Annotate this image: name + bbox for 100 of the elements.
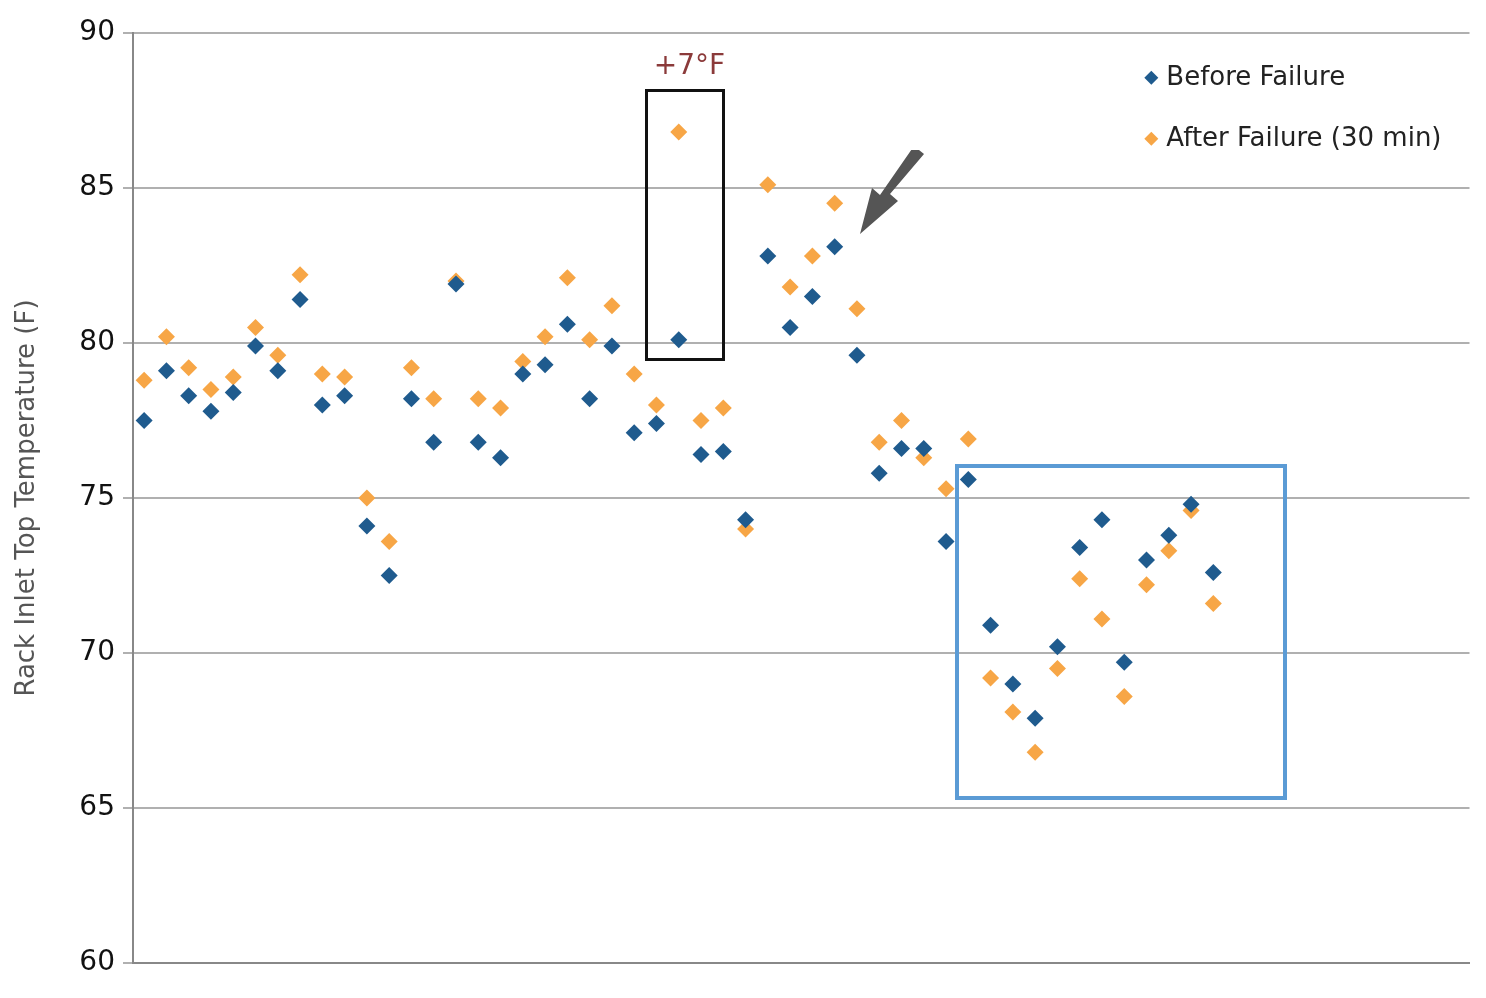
point [915, 439, 933, 457]
y-tick-label: 75 [79, 479, 115, 513]
point [692, 446, 710, 464]
point [536, 328, 554, 346]
point [759, 176, 777, 194]
point [536, 356, 554, 374]
point [247, 318, 265, 336]
point [492, 399, 510, 417]
point [380, 532, 398, 550]
point [380, 567, 398, 585]
y-tick-label: 65 [79, 789, 115, 823]
point [269, 346, 287, 364]
point [1204, 563, 1222, 581]
point [469, 433, 487, 451]
point [224, 368, 242, 386]
point [826, 238, 844, 256]
point [1071, 539, 1089, 557]
point [937, 480, 955, 498]
point [826, 194, 844, 212]
point [1182, 495, 1200, 513]
point [581, 331, 599, 349]
point [647, 396, 665, 414]
point [1160, 526, 1178, 544]
point [1160, 542, 1178, 560]
point [180, 359, 198, 377]
point [469, 390, 487, 408]
y-tick-label: 60 [79, 944, 115, 978]
point [870, 433, 888, 451]
point [1048, 660, 1066, 678]
point [670, 331, 688, 349]
point [737, 511, 755, 529]
point [180, 387, 198, 405]
point [336, 387, 354, 405]
point [402, 390, 420, 408]
point [1004, 675, 1022, 693]
point [803, 247, 821, 265]
point [269, 362, 287, 380]
point [982, 616, 1000, 634]
point [803, 287, 821, 305]
legend-label: Before Failure [1166, 60, 1346, 91]
point [1048, 638, 1066, 656]
point [1093, 610, 1111, 628]
legend-label: After Failure (30 min) [1166, 121, 1442, 152]
point [781, 318, 799, 336]
point [135, 371, 153, 389]
point [714, 442, 732, 460]
point [157, 362, 175, 380]
point [1026, 709, 1044, 727]
point [157, 328, 175, 346]
point [581, 390, 599, 408]
point [1004, 703, 1022, 721]
point [959, 470, 977, 488]
point [1093, 511, 1111, 529]
point [202, 402, 220, 420]
point [714, 399, 732, 417]
point [336, 368, 354, 386]
point [135, 411, 153, 429]
point [870, 464, 888, 482]
point [603, 337, 621, 355]
point [1204, 594, 1222, 612]
point [558, 269, 576, 287]
point [1115, 653, 1133, 671]
y-tick-label: 70 [79, 634, 115, 668]
point [291, 291, 309, 309]
point [781, 278, 799, 296]
point [692, 411, 710, 429]
point [670, 123, 688, 141]
point [1115, 687, 1133, 705]
point [603, 297, 621, 315]
point [1138, 551, 1156, 569]
point [848, 300, 866, 318]
point [625, 424, 643, 442]
annotation: +7°F [652, 48, 727, 81]
point [313, 396, 331, 414]
point [514, 365, 532, 383]
point [1071, 570, 1089, 588]
y-tick-label: 80 [79, 324, 115, 358]
point [647, 415, 665, 433]
point [247, 337, 265, 355]
point [425, 433, 443, 451]
point [759, 247, 777, 265]
y-tick-label: 90 [79, 14, 115, 48]
point [224, 384, 242, 402]
y-axis-title: Rack Inlet Top Temperature (F) [10, 299, 41, 697]
point [959, 430, 977, 448]
point [358, 517, 376, 535]
point [892, 439, 910, 457]
point [402, 359, 420, 377]
point [1138, 576, 1156, 594]
point [202, 380, 220, 398]
point [425, 390, 443, 408]
point [848, 346, 866, 364]
point [982, 669, 1000, 687]
point [937, 532, 955, 550]
point [358, 489, 376, 507]
point [558, 315, 576, 333]
point [1026, 743, 1044, 761]
point [625, 365, 643, 383]
point [291, 266, 309, 284]
point [313, 365, 331, 383]
